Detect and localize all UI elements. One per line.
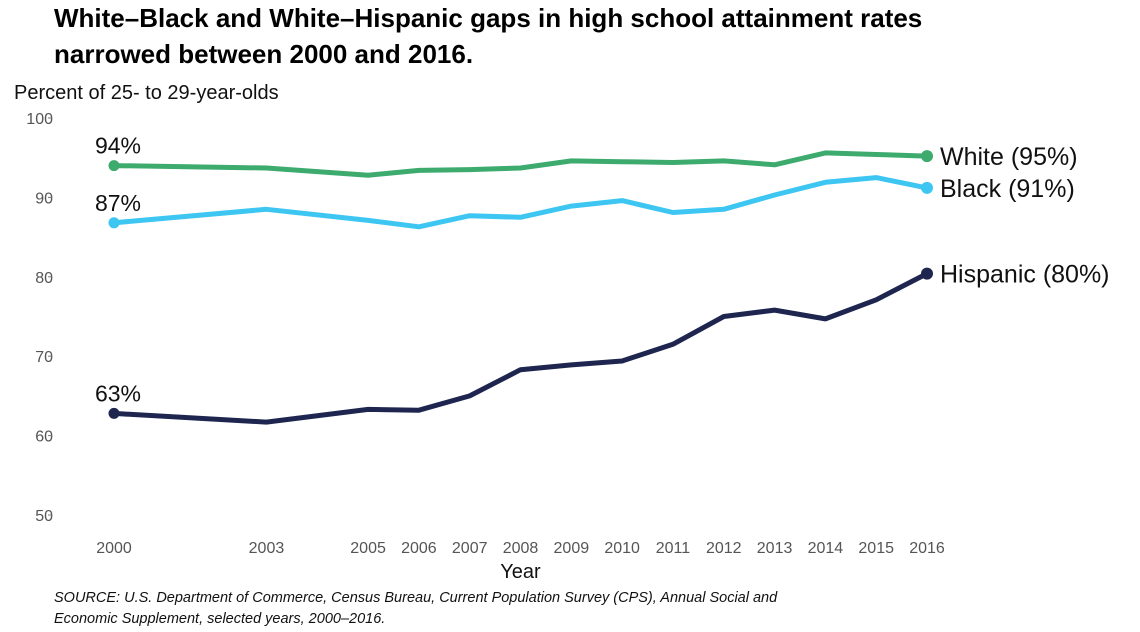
x-axis-label: Year [500, 561, 541, 583]
source-line-2: Economic Supplement, selected years, 200… [54, 611, 386, 627]
x-tick-label-2006: 2006 [401, 540, 437, 557]
series-line-black [111, 175, 930, 230]
series-line-white [111, 150, 930, 178]
x-tick-label-2014: 2014 [808, 540, 844, 557]
x-tick-label-2009: 2009 [554, 540, 590, 557]
series-end-label-hispanic: Hispanic (80%) [940, 261, 1110, 289]
y-tick-label-70: 70 [35, 349, 53, 366]
y-tick-label-90: 90 [35, 190, 53, 207]
x-tick-label-2012: 2012 [706, 540, 742, 557]
y-tick-label-60: 60 [35, 429, 53, 446]
x-tick-label-2003: 2003 [249, 540, 285, 557]
chart-title: White–Black and White–Hispanic gaps in h… [54, 0, 1054, 72]
series-end-point-black [921, 181, 933, 194]
series-end-point-hispanic [921, 267, 933, 280]
series-start-point-black [108, 217, 120, 229]
y-tick-label-50: 50 [35, 508, 53, 525]
x-tick-label-2007: 2007 [452, 540, 488, 557]
x-tick-label-2015: 2015 [858, 540, 894, 557]
x-tick-label-2011: 2011 [656, 540, 691, 557]
series-start-point-white [108, 160, 120, 172]
x-tick-label-2010: 2010 [604, 540, 640, 557]
chart-title-line-1: White–Black and White–Hispanic gaps in h… [54, 3, 923, 33]
x-tick-label-2008: 2008 [503, 540, 539, 557]
series-start-label-hispanic: 63% [95, 380, 141, 406]
x-tick-label-2005: 2005 [350, 540, 386, 557]
y-tick-label-80: 80 [35, 270, 53, 287]
chart-title-line-2: narrowed between 2000 and 2016. [54, 39, 474, 69]
x-tick-label-2013: 2013 [757, 540, 793, 557]
series-start-label-white: 94% [95, 133, 141, 159]
series-end-point-white [921, 150, 933, 163]
x-tick-label-2016: 2016 [909, 540, 945, 557]
x-tick-label-2000: 2000 [96, 540, 132, 557]
y-tick-label-100: 100 [26, 111, 53, 128]
source-line-1: SOURCE: U.S. Department of Commerce, Cen… [54, 590, 778, 606]
y-axis-label: Percent of 25- to 29-year-olds [14, 82, 279, 104]
series-end-label-black: Black (91%) [940, 175, 1075, 203]
series-start-point-hispanic [108, 407, 120, 419]
series-start-label-black: 87% [95, 190, 141, 216]
series-end-label-white: White (95%) [940, 143, 1078, 171]
series-line-hispanic [111, 271, 930, 425]
source-note: SOURCE: U.S. Department of Commerce, Cen… [54, 588, 954, 630]
